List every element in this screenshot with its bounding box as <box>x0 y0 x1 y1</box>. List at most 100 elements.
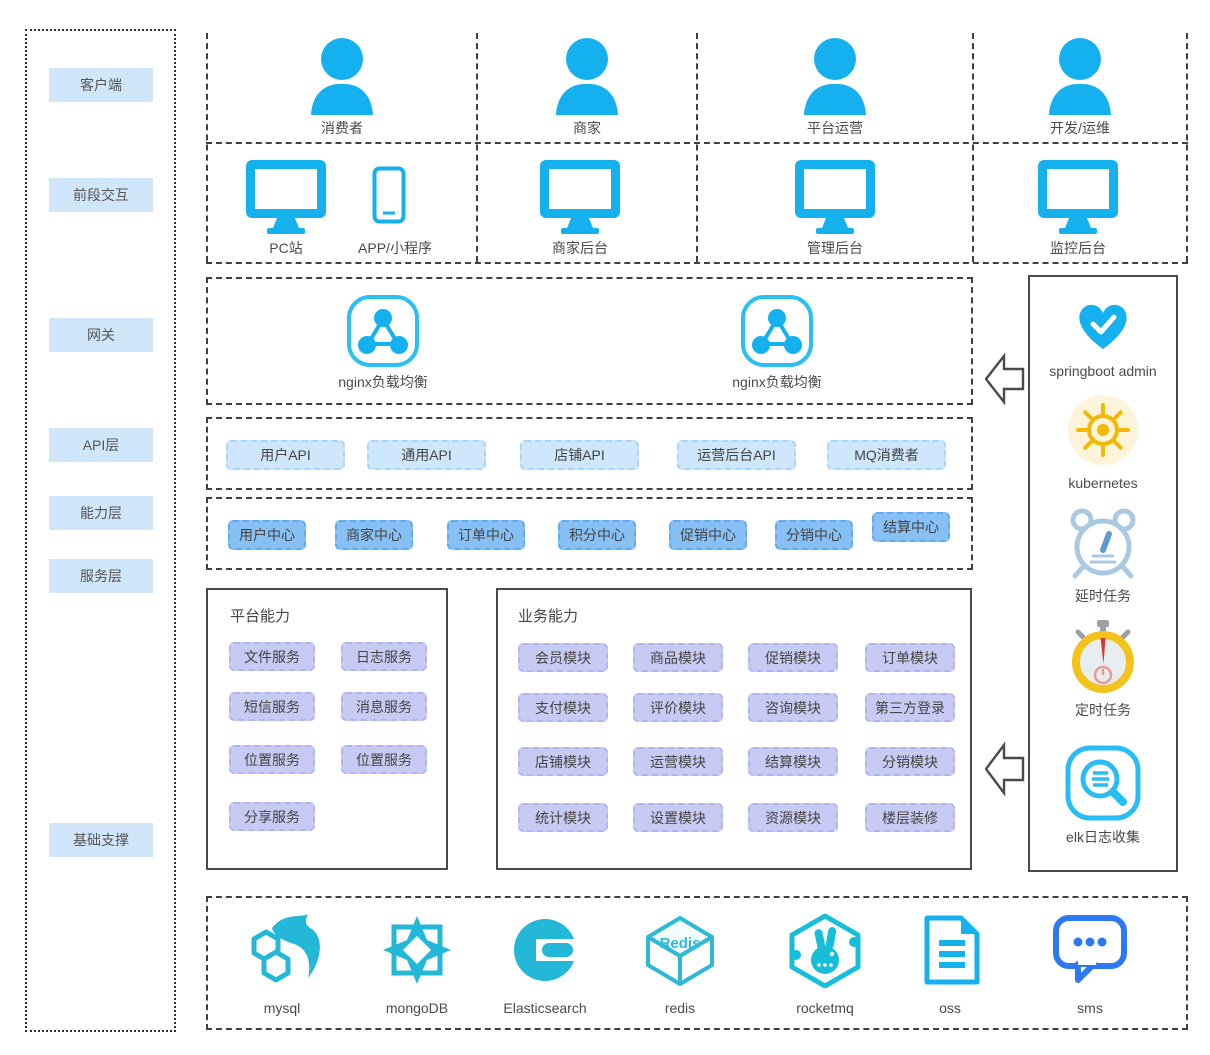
api-pill: MQ消费者 <box>827 440 946 470</box>
frontend-app-label: APP/小程序 <box>358 240 432 256</box>
actor-consumer-label: 消费者 <box>321 120 363 136</box>
svg-text:Redis: Redis <box>660 935 701 952</box>
sidebar-item-service-layer: 服务层 <box>49 559 153 593</box>
service-pill: 会员模块 <box>518 643 608 672</box>
infra-elasticsearch-label: Elasticsearch <box>503 1000 587 1016</box>
service-pill: 结算模块 <box>748 747 838 776</box>
sidebar-item-capability-layer: 能力层 <box>49 496 153 530</box>
ops-scheduled-task-label: 定时任务 <box>1075 702 1131 718</box>
service-pill: 促销模块 <box>748 643 838 672</box>
service-pill: 店铺模块 <box>518 747 608 776</box>
ops-column-box <box>1028 275 1178 872</box>
sidebar-item-frontend: 前段交互 <box>49 178 153 212</box>
capability-pill: 分销中心 <box>775 520 853 550</box>
grid-line <box>696 33 698 262</box>
capability-layer-box <box>206 497 973 570</box>
kubernetes-helm-icon <box>1068 395 1138 465</box>
service-pill: 运营模块 <box>633 747 723 776</box>
grid-line <box>1186 33 1188 262</box>
ops-elk-log-label: elk日志收集 <box>1066 829 1140 845</box>
rocketmq-rabbit-icon <box>789 913 861 988</box>
service-pill: 评价模块 <box>633 693 723 722</box>
service-pill: 短信服务 <box>229 692 315 721</box>
grid-line <box>972 33 974 262</box>
service-pill: 位置服务 <box>229 745 315 774</box>
ops-springboot-admin-label: springboot admin <box>1049 363 1157 379</box>
service-pill: 第三方登录 <box>865 693 955 722</box>
service-pill: 资源模块 <box>748 803 838 832</box>
redis-cube-icon: Redis <box>646 916 714 986</box>
user-icon <box>804 38 866 115</box>
flow-arrow-services <box>985 741 1025 797</box>
platform-capability-box <box>206 588 448 870</box>
api-pill: 通用API <box>367 440 486 470</box>
api-pill: 店铺API <box>520 440 639 470</box>
infra-redis-label: redis <box>664 1000 696 1016</box>
frontend-monitoring-admin-label: 监控后台 <box>1050 240 1106 256</box>
service-pill: 分销模块 <box>865 747 955 776</box>
capability-pill: 结算中心 <box>872 512 950 542</box>
api-layer-box <box>206 417 973 490</box>
frontend-management-admin-label: 管理后台 <box>807 240 863 256</box>
grid-line <box>476 33 478 262</box>
service-pill: 商品模块 <box>633 643 723 672</box>
ops-kubernetes-label: kubernetes <box>1068 475 1138 491</box>
business-capability-title: 业务能力 <box>518 608 579 625</box>
flow-arrow-gateway <box>985 352 1025 406</box>
log-search-icon <box>1065 745 1141 821</box>
monitor-icon <box>795 160 875 234</box>
actor-platform-ops-label: 平台运营 <box>807 120 863 136</box>
infra-sms-label: sms <box>1077 1000 1103 1016</box>
actor-dev-ops-label: 开发/运维 <box>1050 120 1110 136</box>
grid-line <box>206 142 1188 144</box>
service-pill: 设置模块 <box>633 803 723 832</box>
gateway-node-label: nginx负载均衡 <box>732 374 822 390</box>
grid-line <box>206 262 1188 264</box>
document-icon <box>924 915 980 985</box>
sidebar-item-api-layer: API层 <box>49 428 153 462</box>
service-pill: 统计模块 <box>518 803 608 832</box>
capability-pill: 订单中心 <box>447 520 525 550</box>
stopwatch-icon <box>1072 620 1134 693</box>
load-balancer-icon <box>347 295 419 367</box>
user-icon <box>556 38 618 115</box>
service-pill: 支付模块 <box>518 693 608 722</box>
monitor-icon <box>246 160 326 234</box>
capability-pill: 商家中心 <box>335 520 413 550</box>
sidebar-item-infrastructure: 基础支撑 <box>49 823 153 857</box>
chat-bubble-icon <box>1053 915 1127 983</box>
infra-mongodb-label: mongoDB <box>385 1000 449 1016</box>
load-balancer-icon <box>741 295 813 367</box>
service-pill: 日志服务 <box>341 642 427 671</box>
service-pill: 文件服务 <box>229 642 315 671</box>
actor-merchant-label: 商家 <box>573 120 601 136</box>
infra-mysql-label: mysql <box>263 1000 301 1016</box>
user-icon <box>1049 38 1111 115</box>
layer-legend-panel <box>25 29 176 1032</box>
service-pill: 分享服务 <box>229 802 315 831</box>
alarm-clock-icon <box>1070 508 1136 579</box>
service-pill: 咨询模块 <box>748 693 838 722</box>
api-pill: 运营后台API <box>677 440 796 470</box>
service-pill: 消息服务 <box>341 692 427 721</box>
capability-pill: 促销中心 <box>669 520 747 550</box>
monitor-icon <box>1038 160 1118 234</box>
mongodb-compass-icon <box>383 916 451 984</box>
service-pill: 楼层装修 <box>865 803 955 832</box>
user-icon <box>311 38 373 115</box>
infra-rocketmq-label: rocketmq <box>796 1000 854 1016</box>
api-pill: 用户API <box>226 440 345 470</box>
capability-pill: 积分中心 <box>558 520 636 550</box>
capability-pill: 用户中心 <box>228 520 306 550</box>
frontend-pc-label: PC站 <box>269 240 303 256</box>
service-pill: 订单模块 <box>865 643 955 672</box>
platform-capability-title: 平台能力 <box>230 608 291 625</box>
gateway-box <box>206 277 973 405</box>
business-capability-box <box>496 588 972 870</box>
sidebar-item-gateway: 网关 <box>49 318 153 352</box>
infrastructure-box <box>206 896 1188 1030</box>
frontend-merchant-admin-label: 商家后台 <box>552 240 608 256</box>
mysql-dolphin-icon <box>251 914 320 983</box>
gateway-node-label: nginx负载均衡 <box>338 374 428 390</box>
